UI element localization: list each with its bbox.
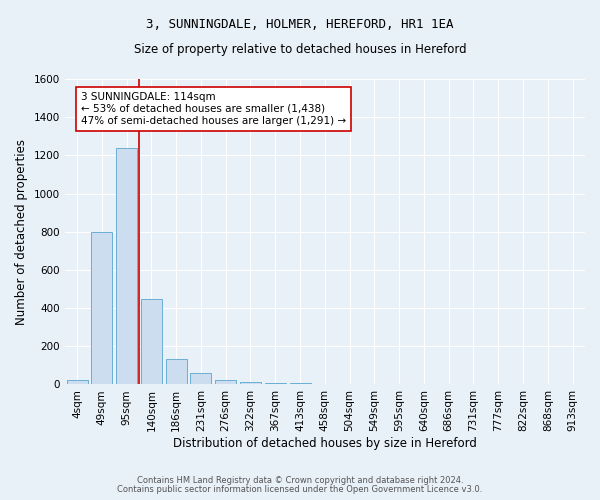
Text: 3, SUNNINGDALE, HOLMER, HEREFORD, HR1 1EA: 3, SUNNINGDALE, HOLMER, HEREFORD, HR1 1E… (146, 18, 454, 30)
Bar (290, 382, 311, 384)
Bar (67, 380, 88, 384)
Bar (91, 232, 112, 384)
Bar (116, 148, 137, 384)
Bar (141, 298, 162, 384)
Y-axis label: Number of detached properties: Number of detached properties (15, 138, 28, 324)
Bar (190, 373, 211, 384)
Text: Contains HM Land Registry data © Crown copyright and database right 2024.: Contains HM Land Registry data © Crown c… (137, 476, 463, 485)
Text: Contains public sector information licensed under the Open Government Licence v3: Contains public sector information licen… (118, 485, 482, 494)
Bar (166, 358, 187, 384)
Text: 3 SUNNINGDALE: 114sqm
← 53% of detached houses are smaller (1,438)
47% of semi-d: 3 SUNNINGDALE: 114sqm ← 53% of detached … (81, 92, 346, 126)
Bar (240, 382, 261, 384)
Text: Size of property relative to detached houses in Hereford: Size of property relative to detached ho… (134, 42, 466, 56)
X-axis label: Distribution of detached houses by size in Hereford: Distribution of detached houses by size … (173, 437, 477, 450)
Bar (215, 380, 236, 384)
Bar (265, 382, 286, 384)
